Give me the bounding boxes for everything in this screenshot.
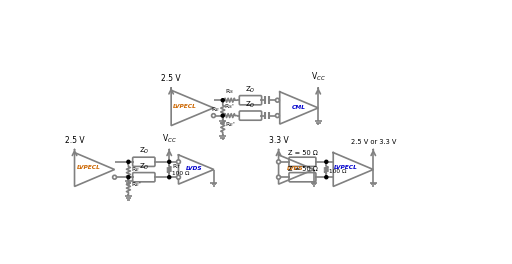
- Text: R$_E$: R$_E$: [131, 165, 140, 174]
- Text: LVPECL: LVPECL: [76, 166, 100, 171]
- Text: Z = 50 Ω: Z = 50 Ω: [288, 166, 317, 172]
- Text: Z$_O$: Z$_O$: [245, 85, 255, 95]
- Text: LVDS: LVDS: [186, 166, 203, 171]
- Text: Z$_O$: Z$_O$: [245, 100, 255, 110]
- Text: 2.5 V: 2.5 V: [65, 136, 84, 145]
- Text: 2.5 V or 3.3 V: 2.5 V or 3.3 V: [351, 139, 396, 145]
- Circle shape: [177, 160, 180, 164]
- Text: Z$_O$: Z$_O$: [139, 146, 149, 156]
- Text: R$_E$': R$_E$': [131, 181, 141, 189]
- Circle shape: [325, 160, 328, 163]
- FancyBboxPatch shape: [289, 173, 316, 182]
- FancyBboxPatch shape: [133, 173, 155, 182]
- Circle shape: [168, 160, 171, 163]
- Circle shape: [127, 160, 130, 163]
- Circle shape: [275, 114, 280, 117]
- Text: R$_S$: R$_S$: [225, 87, 234, 96]
- Circle shape: [276, 175, 281, 179]
- Text: CML: CML: [292, 105, 306, 110]
- Text: R$_S$': R$_S$': [224, 102, 235, 111]
- Text: Z = 50 Ω: Z = 50 Ω: [288, 150, 317, 156]
- Text: LVPECL: LVPECL: [173, 104, 197, 109]
- Text: LVDS: LVDS: [286, 166, 303, 171]
- Circle shape: [177, 175, 180, 179]
- Text: 100 Ω: 100 Ω: [329, 168, 346, 173]
- Text: 100 Ω: 100 Ω: [172, 171, 189, 176]
- Circle shape: [276, 160, 281, 164]
- Circle shape: [168, 176, 171, 179]
- FancyBboxPatch shape: [133, 157, 155, 166]
- Text: LVPECL: LVPECL: [334, 166, 357, 171]
- Circle shape: [221, 99, 224, 102]
- Text: V$_{CC}$: V$_{CC}$: [311, 71, 326, 83]
- Circle shape: [221, 114, 224, 117]
- Text: R$_E$: R$_E$: [211, 105, 221, 114]
- FancyBboxPatch shape: [239, 96, 262, 105]
- FancyBboxPatch shape: [289, 157, 316, 166]
- Circle shape: [275, 98, 280, 102]
- Text: 2.5 V: 2.5 V: [161, 74, 181, 83]
- Text: R$_T$: R$_T$: [172, 162, 181, 171]
- Text: Z$_O$: Z$_O$: [139, 162, 149, 172]
- Text: 3.3 V: 3.3 V: [269, 136, 288, 145]
- Circle shape: [113, 175, 117, 179]
- Text: V$_{CC}$: V$_{CC}$: [162, 132, 177, 145]
- FancyBboxPatch shape: [239, 111, 262, 120]
- Text: R$_E$': R$_E$': [225, 120, 236, 129]
- Circle shape: [211, 114, 216, 117]
- Circle shape: [325, 176, 328, 179]
- Circle shape: [127, 176, 130, 179]
